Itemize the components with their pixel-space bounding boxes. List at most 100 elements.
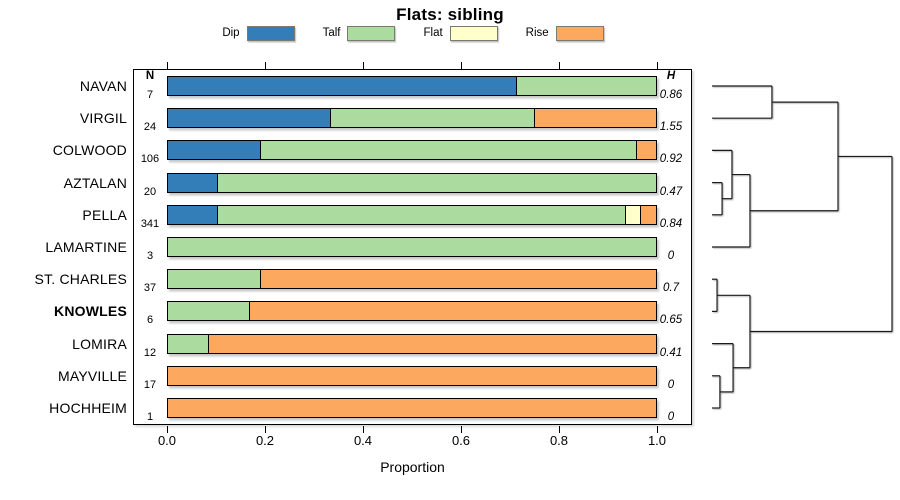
bar-segment-rise xyxy=(533,109,656,128)
n-value: 106 xyxy=(140,153,160,166)
legend-label: Talf xyxy=(322,27,341,39)
bar-segment-dip xyxy=(168,141,260,160)
bar-hochheim xyxy=(167,398,657,418)
x-tick-bottom xyxy=(362,425,364,433)
bar-st-charles xyxy=(167,269,657,290)
bar-segment-talf xyxy=(168,270,261,289)
h-column-header: H xyxy=(666,70,676,82)
n-value: 341 xyxy=(140,217,160,230)
x-tick-label: 0.2 xyxy=(255,433,275,448)
x-tick-label: 0.4 xyxy=(353,433,373,448)
h-value: 0 xyxy=(667,250,675,262)
bar-segment-rise xyxy=(260,270,656,289)
h-value: 0.92 xyxy=(659,153,683,166)
bar-segment-dip xyxy=(168,77,516,95)
bar-segment-talf xyxy=(329,109,534,128)
x-tick-top xyxy=(656,61,658,69)
legend-label: Dip xyxy=(222,27,240,39)
bar-aztalan xyxy=(167,172,657,193)
legend-swatch-rise-icon xyxy=(555,25,604,41)
x-tick-bottom xyxy=(460,425,462,433)
h-value: 0.86 xyxy=(659,89,683,101)
bar-segment-talf xyxy=(259,141,637,160)
bar-segment-rise xyxy=(639,205,656,224)
bar-segment-talf xyxy=(168,302,250,321)
n-value: 17 xyxy=(143,378,157,391)
bar-colwood xyxy=(167,140,657,161)
x-tick-bottom xyxy=(558,425,560,433)
row-label-virgil: VIRGIL xyxy=(79,110,127,127)
bar-knowles xyxy=(167,301,657,322)
bar-navan xyxy=(167,76,657,96)
legend-swatch-talf-icon xyxy=(347,25,396,41)
bar-segment-dip xyxy=(168,109,330,128)
bar-segment-dip xyxy=(168,173,217,192)
x-tick-top xyxy=(460,61,462,69)
bar-segment-rise xyxy=(636,141,656,160)
x-tick-top xyxy=(558,61,560,69)
x-tick-top xyxy=(166,61,168,69)
h-value: 0.84 xyxy=(659,217,683,230)
h-value: 0.47 xyxy=(659,185,683,198)
legend-label: Flat xyxy=(423,27,443,39)
x-axis-label: Proportion xyxy=(380,459,445,475)
n-value: 6 xyxy=(146,314,154,327)
n-value: 1 xyxy=(146,411,154,423)
bar-lomira xyxy=(167,333,657,354)
bar-segment-talf xyxy=(515,77,656,95)
bar-segment-talf xyxy=(216,205,626,224)
legend-item-talf: Talf xyxy=(322,25,396,41)
chart-title: Flats: sibling xyxy=(396,5,504,24)
plot-area xyxy=(133,61,692,433)
n-value: 37 xyxy=(143,282,157,295)
n-value: 24 xyxy=(143,121,157,134)
bar-segment-talf xyxy=(168,238,656,256)
legend-swatch-flat-icon xyxy=(449,25,498,41)
n-value: 7 xyxy=(146,89,154,101)
bar-pella xyxy=(167,204,657,225)
x-tick-bottom xyxy=(264,425,266,433)
bar-segment-dip xyxy=(168,205,217,224)
x-tick-bottom xyxy=(656,425,658,433)
x-tick-label: 1.0 xyxy=(647,433,667,448)
bar-segment-talf xyxy=(216,173,656,192)
legend-item-dip: Dip xyxy=(222,25,295,41)
bar-mayville xyxy=(167,365,657,386)
h-value: 1.55 xyxy=(659,121,683,134)
dendrogram-lines xyxy=(712,85,893,409)
bar-segment-rise xyxy=(208,334,656,353)
row-label-hochheim: HOCHHEIM xyxy=(49,400,127,416)
row-label-mayville: MAYVILLE xyxy=(57,367,127,384)
row-label-knowles: KNOWLES xyxy=(54,303,127,320)
row-label-st-charles: ST. CHARLES xyxy=(34,271,127,288)
h-value: 0.7 xyxy=(663,282,679,295)
row-label-navan: NAVAN xyxy=(79,78,127,94)
legend-label: Rise xyxy=(525,27,549,39)
legend-swatch-dip-icon xyxy=(246,25,295,41)
row-label-colwood: COLWOOD xyxy=(52,142,127,159)
row-label-aztalan: AZTALAN xyxy=(63,174,127,191)
x-tick-top xyxy=(264,61,266,69)
dendrogram xyxy=(712,85,893,409)
x-tick-top xyxy=(362,61,364,69)
legend-item-rise: Rise xyxy=(525,25,604,41)
row-label-lamartine: LAMARTINE xyxy=(45,239,127,255)
row-label-pella: PELLA xyxy=(82,206,127,223)
h-value: 0.65 xyxy=(659,314,683,327)
h-value: 0 xyxy=(667,378,675,391)
bar-segment-talf xyxy=(168,334,209,353)
row-label-lomira: LOMIRA xyxy=(72,335,127,352)
bar-segment-rise xyxy=(168,366,656,385)
x-tick-bottom xyxy=(166,425,168,433)
h-value: 0.41 xyxy=(659,346,683,359)
x-tick-label: 0.6 xyxy=(451,433,471,448)
bar-segment-rise xyxy=(249,302,656,321)
bar-segment-flat xyxy=(625,205,640,224)
h-value: 0 xyxy=(667,411,675,423)
bar-segment-rise xyxy=(168,399,656,417)
n-value: 12 xyxy=(143,346,157,359)
legend-item-flat: Flat xyxy=(423,25,498,41)
x-tick-label: 0.0 xyxy=(157,433,177,448)
n-value: 3 xyxy=(146,250,154,262)
legend: Dip Talf Flat Rise xyxy=(133,25,693,41)
